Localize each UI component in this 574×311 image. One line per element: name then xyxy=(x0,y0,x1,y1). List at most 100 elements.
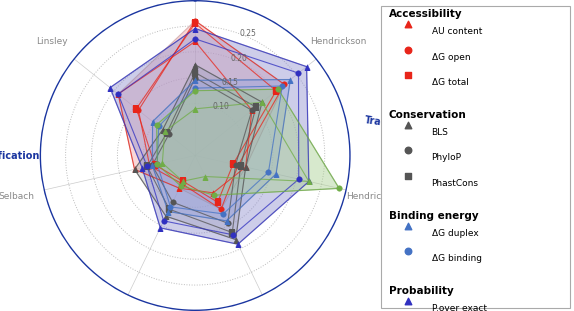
Point xyxy=(164,209,173,214)
Point xyxy=(165,207,174,212)
Point xyxy=(168,200,177,205)
Point xyxy=(176,183,185,188)
Text: BLS: BLS xyxy=(432,128,448,137)
Point xyxy=(213,200,222,205)
Point xyxy=(280,82,289,87)
Point xyxy=(257,100,266,105)
Point xyxy=(272,171,281,176)
Point xyxy=(247,108,257,113)
Point xyxy=(164,132,173,137)
Point xyxy=(130,167,139,172)
Point xyxy=(114,92,123,97)
Point xyxy=(216,207,226,212)
Point xyxy=(148,119,157,124)
Point xyxy=(222,218,231,223)
Point xyxy=(228,230,237,235)
Point xyxy=(274,87,283,92)
Point xyxy=(191,18,200,23)
Text: 0.10: 0.10 xyxy=(213,102,230,111)
Text: 0.15: 0.15 xyxy=(222,78,239,87)
Point xyxy=(106,85,115,90)
Text: P.over exact: P.over exact xyxy=(432,304,487,311)
Point xyxy=(191,70,200,75)
Point xyxy=(335,186,344,191)
Text: ΔG total: ΔG total xyxy=(432,78,468,87)
Point xyxy=(154,124,163,129)
Point xyxy=(234,163,243,168)
Point xyxy=(236,163,245,168)
Point xyxy=(152,122,161,127)
Text: Linsley: Linsley xyxy=(36,37,68,46)
Point xyxy=(191,86,200,91)
Point xyxy=(142,164,152,169)
Text: Hendrickson: Hendrickson xyxy=(346,192,402,201)
Point xyxy=(132,106,141,111)
Point xyxy=(294,177,303,182)
Text: Transcriptomics: Transcriptomics xyxy=(364,115,452,137)
Point xyxy=(177,181,186,186)
Text: PhyloP: PhyloP xyxy=(432,153,461,162)
Text: Probability: Probability xyxy=(389,286,453,296)
Point xyxy=(247,108,257,113)
Point xyxy=(166,204,175,209)
Point xyxy=(150,162,160,167)
Point xyxy=(191,26,200,31)
Point xyxy=(233,242,242,247)
Text: Selbach: Selbach xyxy=(0,192,34,201)
Point xyxy=(286,77,295,82)
Polygon shape xyxy=(157,89,339,195)
Point xyxy=(156,225,165,230)
Point xyxy=(241,165,250,169)
Text: 0.25: 0.25 xyxy=(239,29,257,38)
Point xyxy=(257,100,266,105)
Point xyxy=(223,221,232,226)
Text: Accessibility: Accessibility xyxy=(389,9,462,19)
Point xyxy=(130,167,139,172)
Point xyxy=(241,165,250,169)
Point xyxy=(142,164,152,169)
Point xyxy=(160,129,169,134)
Point xyxy=(264,170,273,175)
Point xyxy=(191,78,200,83)
Point xyxy=(304,179,313,184)
Point xyxy=(145,163,154,168)
Point xyxy=(162,130,172,135)
Point xyxy=(138,165,147,170)
Text: Immunopurification: Immunopurification xyxy=(0,151,40,160)
Point xyxy=(201,174,210,179)
Text: PhastCons: PhastCons xyxy=(432,179,479,188)
Point xyxy=(231,237,241,242)
Point xyxy=(272,88,281,93)
Point xyxy=(228,162,238,167)
Text: ΔG duplex: ΔG duplex xyxy=(432,229,478,238)
Polygon shape xyxy=(118,21,284,209)
Point xyxy=(229,232,238,237)
Point xyxy=(294,71,303,76)
Point xyxy=(302,64,311,69)
Point xyxy=(278,84,287,89)
Polygon shape xyxy=(110,29,309,244)
Point xyxy=(114,92,123,97)
Point xyxy=(191,88,200,93)
Point xyxy=(304,179,313,184)
Point xyxy=(153,162,162,167)
Point xyxy=(210,193,219,198)
Polygon shape xyxy=(134,65,262,239)
Point xyxy=(148,163,157,168)
Text: Hendrickson: Hendrickson xyxy=(311,37,367,46)
Text: AU content: AU content xyxy=(432,27,482,36)
Point xyxy=(159,218,168,223)
Point xyxy=(251,104,261,109)
Point xyxy=(148,163,157,168)
Point xyxy=(161,214,170,219)
Point xyxy=(191,36,200,41)
Text: 0.20: 0.20 xyxy=(231,53,247,63)
Point xyxy=(134,108,143,113)
Point xyxy=(153,162,162,167)
Text: Binding energy: Binding energy xyxy=(389,211,478,221)
Point xyxy=(175,186,184,191)
Point xyxy=(219,211,228,216)
Text: ΔG binding: ΔG binding xyxy=(432,254,482,263)
Point xyxy=(178,179,187,184)
Text: ΔG open: ΔG open xyxy=(432,53,470,62)
